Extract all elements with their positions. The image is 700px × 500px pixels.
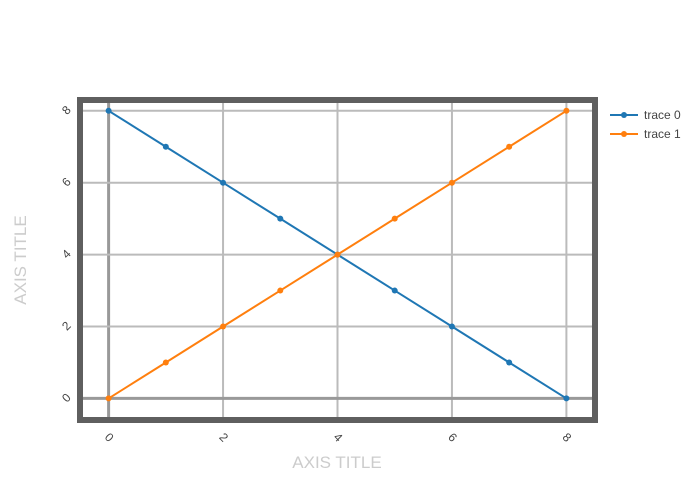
x-tick-label: 2 — [216, 430, 231, 445]
data-point[interactable] — [162, 143, 169, 150]
y-tick-label: 8 — [59, 103, 74, 118]
data-point[interactable] — [334, 251, 341, 258]
y-tick-label: 2 — [59, 318, 74, 333]
data-point[interactable] — [506, 143, 513, 150]
y-tick-label: 6 — [59, 175, 74, 190]
traces — [105, 107, 570, 402]
data-point[interactable] — [506, 359, 513, 366]
data-point[interactable] — [391, 287, 398, 294]
legend[interactable]: trace 0 trace 1 — [610, 108, 681, 141]
y-tick-label: 4 — [59, 246, 74, 261]
legend-marker-swatch — [621, 112, 627, 118]
data-point[interactable] — [391, 215, 398, 222]
legend-marker-swatch — [621, 131, 627, 137]
x-axis-title: AXIS TITLE — [292, 453, 381, 472]
data-point[interactable] — [162, 359, 169, 366]
data-point[interactable] — [448, 323, 455, 330]
data-point[interactable] — [277, 287, 284, 294]
data-point[interactable] — [563, 395, 570, 402]
data-point[interactable] — [220, 323, 227, 330]
data-point[interactable] — [448, 179, 455, 186]
legend-label: trace 0 — [644, 108, 681, 122]
x-tick-label: 0 — [102, 430, 117, 445]
x-tick-label: 4 — [331, 430, 346, 445]
legend-item-0[interactable]: trace 0 — [610, 108, 681, 122]
grid-lines — [80, 100, 595, 420]
plot-border — [77, 97, 598, 423]
x-tick-label: 6 — [445, 430, 460, 445]
plot-frame — [77, 97, 598, 423]
data-point[interactable] — [220, 179, 227, 186]
y-axis-title: AXIS TITLE — [11, 215, 30, 304]
y-tick-label: 0 — [59, 390, 74, 405]
x-tick-label: 8 — [560, 430, 575, 445]
data-point[interactable] — [563, 107, 570, 114]
data-point[interactable] — [105, 395, 112, 402]
legend-label: trace 1 — [644, 127, 681, 141]
data-point[interactable] — [277, 215, 284, 222]
legend-item-1[interactable]: trace 1 — [610, 127, 681, 141]
data-point[interactable] — [105, 107, 112, 114]
